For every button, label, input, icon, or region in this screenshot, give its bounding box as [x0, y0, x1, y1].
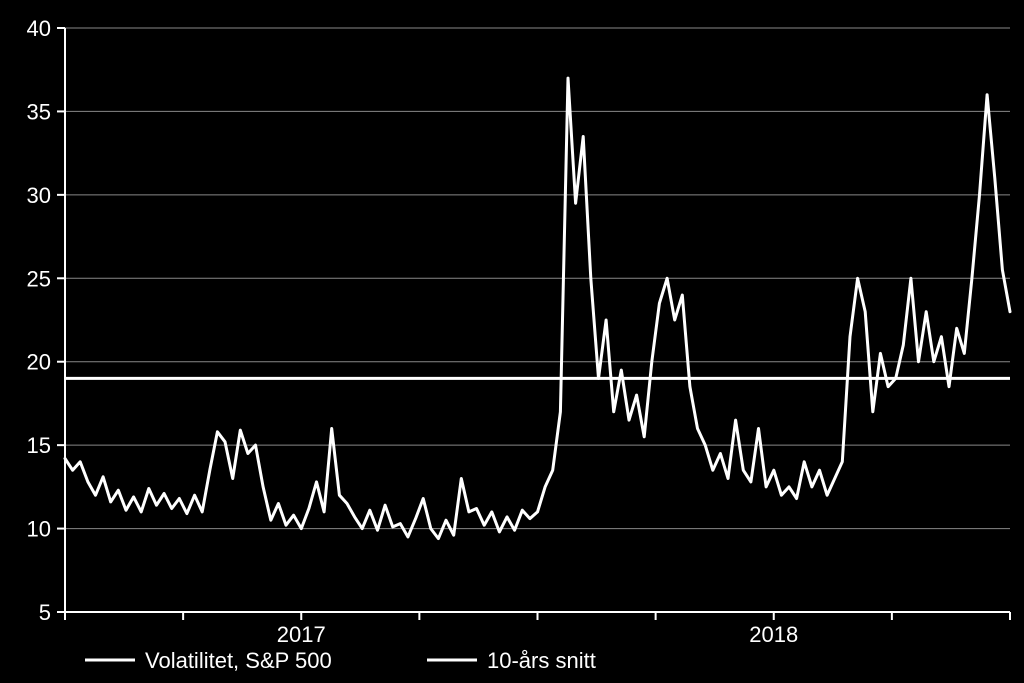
legend-label: 10-års snitt: [487, 648, 596, 673]
y-tick-label: 10: [27, 517, 51, 542]
y-tick-label: 25: [27, 266, 51, 291]
chart-svg: 5 10 15 20 25 30 35 40 2017 2018 Volatilitet, S&P …: [0, 0, 1024, 683]
volatility-chart: 5 10 15 20 25 30 35 40 2017 2018 Volatilitet, S&P …: [0, 0, 1024, 683]
y-tick-label: 40: [27, 16, 51, 41]
y-tick-label: 20: [27, 350, 51, 375]
y-tick-label: 35: [27, 99, 51, 124]
y-tick-label: 30: [27, 183, 51, 208]
y-tick-label: 15: [27, 433, 51, 458]
legend-label: Volatilitet, S&P 500: [145, 648, 332, 673]
y-tick-label: 5: [39, 600, 51, 625]
x-tick-label: 2018: [749, 622, 798, 647]
x-tick-label: 2017: [277, 622, 326, 647]
